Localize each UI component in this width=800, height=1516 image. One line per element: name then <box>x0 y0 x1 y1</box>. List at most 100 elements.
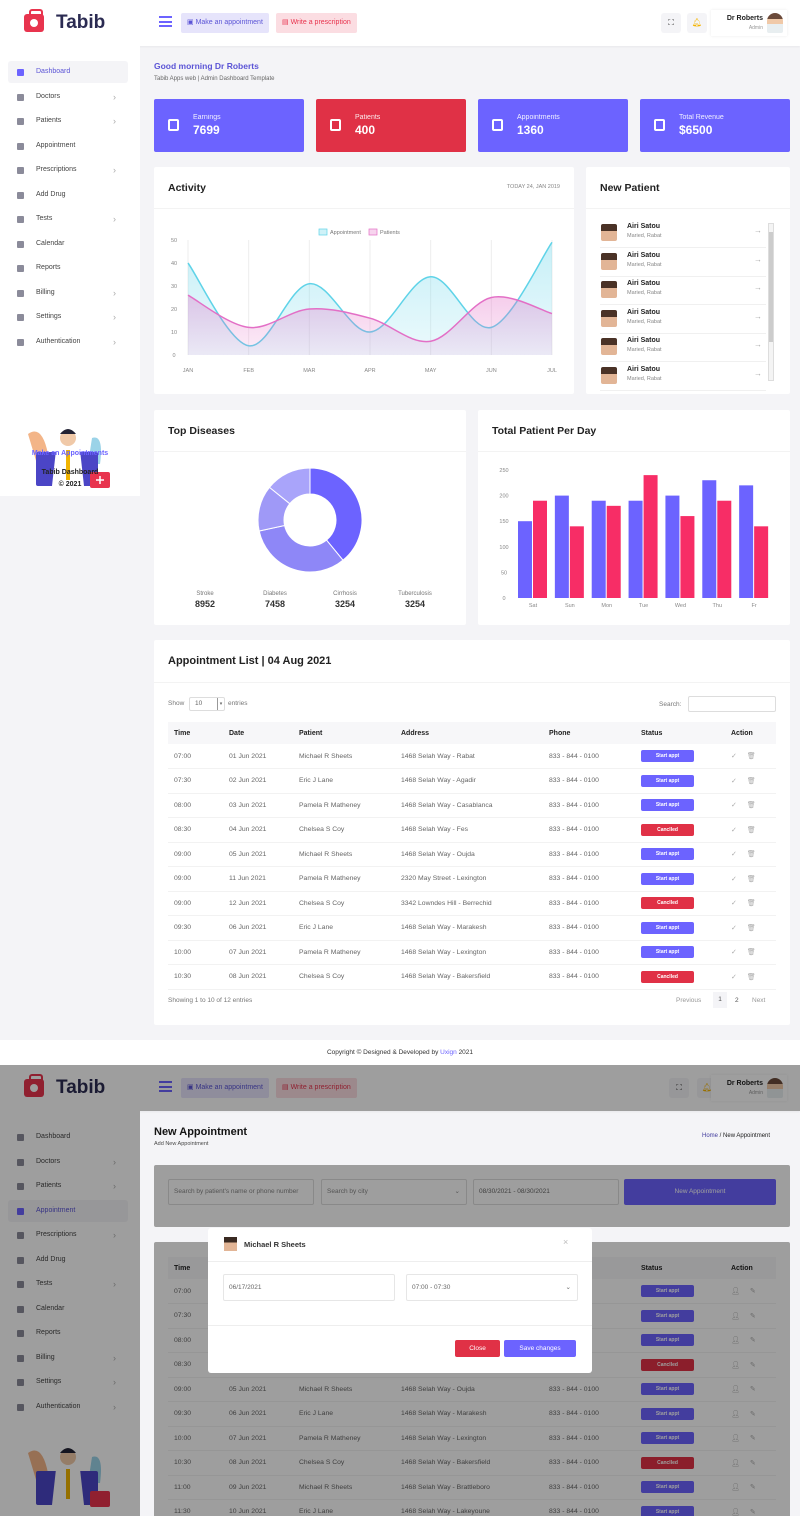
status-badge[interactable]: Start appt <box>641 774 694 787</box>
user-icon[interactable]: 👤︎ <box>731 1508 740 1516</box>
sidebar-item-reports[interactable]: Reports <box>8 257 128 279</box>
user-profile[interactable]: Dr Roberts Admin <box>711 1075 787 1101</box>
sidebar-item-prescriptions[interactable]: Prescriptions › <box>8 159 128 181</box>
trash-icon[interactable]: 🗑︎ <box>746 924 756 932</box>
scrollbar[interactable] <box>768 223 774 381</box>
hamburger-menu-icon[interactable] <box>159 16 172 27</box>
stat-card-patients[interactable]: Patients 400 <box>316 99 466 152</box>
sidebar-item-calendar[interactable]: Calendar <box>8 233 128 255</box>
close-icon[interactable]: × <box>563 1237 569 1247</box>
sidebar-item-reports[interactable]: Reports <box>8 1322 128 1344</box>
sidebar-item-add-drug[interactable]: Add Drug <box>8 1249 128 1271</box>
edit-icon[interactable]: ✎ <box>749 1484 756 1492</box>
sidebar-item-settings[interactable]: Settings › <box>8 306 128 328</box>
appointment-date-input[interactable]: 06/17/2021 <box>223 1274 395 1301</box>
bar-fr-2[interactable] <box>754 526 769 598</box>
check-icon[interactable]: ✓ <box>731 777 737 785</box>
list-item[interactable]: Airi Satou Maried, Rabat → <box>600 363 766 391</box>
time-slot-select[interactable]: 07:00 - 07:30 ⌄ <box>406 1274 578 1301</box>
bar-thu-1[interactable] <box>702 480 717 598</box>
write-prescription-button[interactable]: ▤ Write a prescription <box>276 1078 357 1098</box>
city-select[interactable]: Search by city ⌄ <box>321 1179 467 1205</box>
status-badge[interactable]: Canclled <box>641 1456 694 1469</box>
date-range-input[interactable]: 08/30/2021 - 08/30/2021 <box>473 1179 619 1205</box>
trash-icon[interactable]: 🗑︎ <box>746 851 756 859</box>
list-item[interactable]: Airi Satou Maried, Rabat → <box>600 277 766 305</box>
page-1-button[interactable]: 1 <box>713 992 727 1008</box>
sidebar-item-authentication[interactable]: Authentication › <box>8 1396 128 1418</box>
user-icon[interactable]: 👤︎ <box>731 1288 740 1295</box>
edit-icon[interactable]: ✎ <box>749 1288 756 1295</box>
status-badge[interactable]: Start appt <box>641 946 694 959</box>
donut-slice-stroke[interactable] <box>309 467 363 561</box>
trash-icon[interactable]: 🗑︎ <box>746 826 756 834</box>
stat-card-total-revenue[interactable]: Total Revenue $6500 <box>640 99 790 152</box>
column-header[interactable]: Address <box>395 722 543 744</box>
edit-icon[interactable]: ✎ <box>749 1312 756 1320</box>
bar-mon-1[interactable] <box>591 500 606 598</box>
trash-icon[interactable]: 🗑︎ <box>746 753 756 760</box>
make-appointment-button[interactable]: ▣ Make an appointment <box>181 13 269 33</box>
check-icon[interactable]: ✓ <box>731 875 737 883</box>
bar-sat-1[interactable] <box>518 521 532 598</box>
save-changes-button[interactable]: Save changes <box>504 1340 576 1357</box>
bar-sun-1[interactable] <box>554 495 569 598</box>
column-header[interactable]: Action <box>725 722 776 744</box>
check-icon[interactable]: ✓ <box>731 851 737 859</box>
logo[interactable]: Tabib <box>24 9 105 34</box>
user-icon[interactable]: 👤︎ <box>731 1459 740 1467</box>
edit-icon[interactable]: ✎ <box>749 1459 756 1467</box>
next-button[interactable]: Next <box>752 997 766 1004</box>
edit-icon[interactable]: ✎ <box>749 1337 756 1345</box>
status-badge[interactable]: Start appt <box>641 1407 694 1420</box>
close-button[interactable]: Close <box>455 1340 500 1357</box>
bar-mon-2[interactable] <box>606 505 621 598</box>
user-icon[interactable]: 👤︎ <box>731 1312 740 1320</box>
trash-icon[interactable]: 🗑︎ <box>746 777 756 785</box>
status-badge[interactable]: Start appt <box>641 1334 694 1347</box>
status-badge[interactable]: Start appt <box>641 848 694 861</box>
column-header[interactable]: Status <box>635 1257 725 1279</box>
status-badge[interactable]: Start appt <box>641 872 694 885</box>
new-appointment-button[interactable]: New Appointment <box>624 1179 776 1205</box>
status-badge[interactable]: Canclled <box>641 897 694 910</box>
status-badge[interactable]: Canclled <box>641 1358 694 1371</box>
sidebar-item-dashboard[interactable]: Dashboard <box>8 1126 128 1148</box>
column-header[interactable]: Time <box>168 722 223 744</box>
check-icon[interactable]: ✓ <box>731 973 737 981</box>
breadcrumb-home[interactable]: Home <box>702 1133 719 1139</box>
user-icon[interactable]: 👤︎ <box>731 1337 740 1345</box>
status-badge[interactable]: Start appt <box>641 1481 694 1494</box>
sidebar-item-prescriptions[interactable]: Prescriptions › <box>8 1224 128 1246</box>
user-icon[interactable]: 👤︎ <box>731 1435 740 1443</box>
trash-icon[interactable]: 🗑︎ <box>746 973 756 981</box>
check-icon[interactable]: ✓ <box>731 753 737 760</box>
user-icon[interactable]: 👤︎ <box>731 1410 740 1418</box>
check-icon[interactable]: ✓ <box>731 826 737 834</box>
check-icon[interactable]: ✓ <box>731 924 737 932</box>
arrow-right-icon[interactable]: → <box>754 283 762 292</box>
fullscreen-icon[interactable]: ⛶ <box>669 1078 689 1098</box>
bar-fr-1[interactable] <box>739 485 754 598</box>
sidebar-item-dashboard[interactable]: Dashboard <box>8 61 128 83</box>
hamburger-menu-icon[interactable] <box>159 1081 172 1092</box>
column-header[interactable]: Status <box>635 722 725 744</box>
status-badge[interactable]: Start appt <box>641 799 694 812</box>
scrollbar-thumb[interactable] <box>769 232 773 342</box>
sidebar-item-tests[interactable]: Tests › <box>8 1273 128 1295</box>
column-header[interactable]: Date <box>223 722 293 744</box>
page-2-button[interactable]: 2 <box>735 997 739 1004</box>
list-item[interactable]: Airi Satou Maried, Rabat → <box>600 220 766 248</box>
status-badge[interactable]: Start appt <box>641 750 694 762</box>
status-badge[interactable]: Start appt <box>641 921 694 934</box>
check-icon[interactable]: ✓ <box>731 949 737 957</box>
sidebar-item-doctors[interactable]: Doctors › <box>8 1151 128 1173</box>
status-badge[interactable]: Start appt <box>641 1383 694 1396</box>
edit-icon[interactable]: ✎ <box>749 1386 756 1394</box>
logo[interactable]: Tabib <box>24 1074 105 1099</box>
arrow-right-icon[interactable]: → <box>754 254 762 264</box>
bar-wed-1[interactable] <box>665 495 680 598</box>
bell-icon[interactable]: 🔔︎ <box>687 13 707 33</box>
bar-thu-2[interactable] <box>717 500 732 598</box>
user-icon[interactable]: 👤︎ <box>731 1386 740 1394</box>
